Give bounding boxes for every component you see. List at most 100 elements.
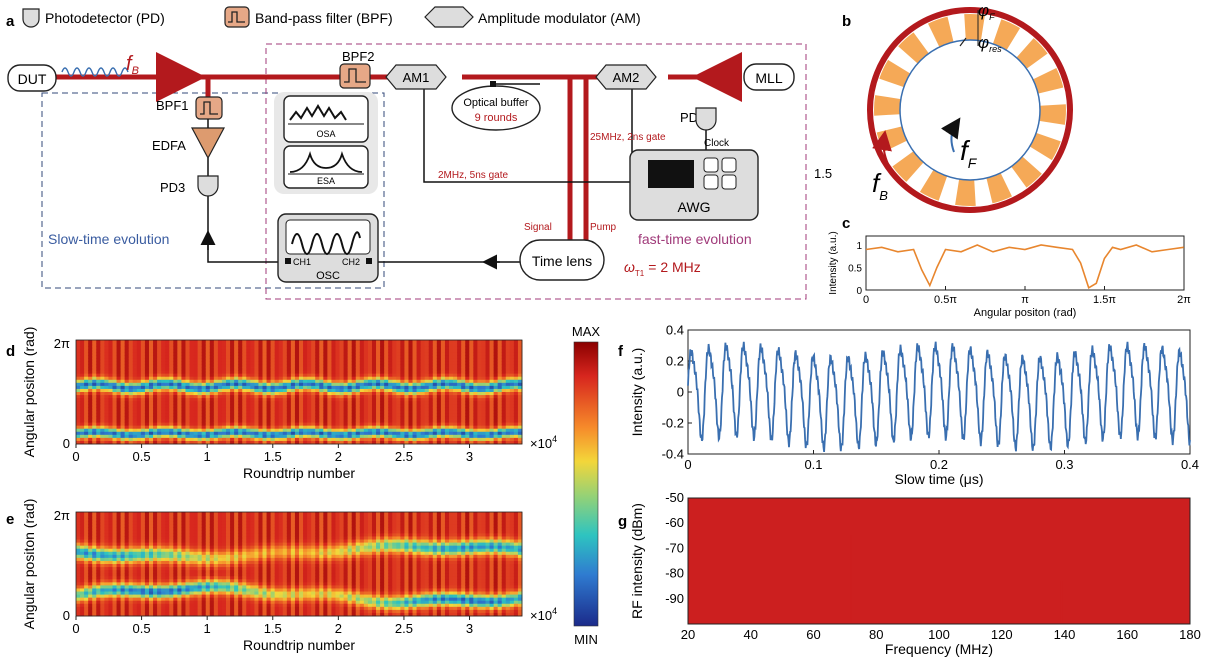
heatmap-cell [124, 612, 130, 617]
heatmap-cell [140, 570, 146, 574]
heatmap-cell [173, 609, 178, 614]
heatmap-cell [96, 422, 101, 427]
heatmap-cell [347, 361, 353, 365]
heatmap-cell [189, 548, 194, 553]
heatmap-cell [513, 410, 519, 414]
heatmap-cell [420, 428, 426, 433]
heatmap-cell [76, 419, 81, 423]
heatmap-cell [465, 373, 470, 378]
heatmap-cell [76, 422, 81, 427]
heatmap-cell [230, 355, 235, 359]
heatmap-cell [140, 594, 146, 599]
heatmap-cell [355, 419, 361, 423]
heatmap-cell [165, 564, 170, 568]
heatmap-cell [193, 536, 199, 540]
heatmap-cell [185, 352, 190, 356]
heatmap-cell [221, 407, 227, 411]
heatmap-cell [319, 343, 324, 347]
heatmap-cell [201, 582, 207, 586]
heatmap-cell [380, 407, 385, 411]
heatmap-cell [400, 388, 405, 393]
heatmap-cell [165, 401, 170, 405]
heatmap-cell [424, 404, 430, 408]
heatmap-cell [120, 428, 126, 433]
heatmap-cell [440, 437, 446, 442]
heatmap-cell [169, 349, 174, 353]
heatmap-cell [185, 542, 190, 547]
heatmap-cell [92, 567, 97, 571]
heatmap-cell [80, 570, 85, 574]
heatmap-cell [513, 401, 519, 405]
heatmap-cell [303, 440, 308, 445]
heatmap-cell [432, 434, 438, 439]
heatmap-cell [254, 382, 259, 387]
heatmap-cell [465, 382, 470, 387]
heatmap-cell [108, 530, 113, 534]
heatmap-cell [205, 382, 211, 387]
heatmap-cell [315, 340, 320, 344]
heatmap-cell [165, 518, 170, 522]
y-tick-label: 0.5 [848, 264, 862, 275]
heatmap-cell [230, 361, 235, 365]
heatmap-cell [112, 609, 117, 614]
heatmap-cell [392, 425, 397, 430]
heatmap-cell [246, 398, 251, 402]
heatmap-cell [420, 367, 426, 371]
heatmap-cell [177, 407, 182, 411]
heatmap-cell [181, 530, 186, 534]
heatmap-cell [108, 407, 113, 411]
heatmap-cell [497, 352, 503, 356]
heatmap-cell [96, 398, 101, 402]
heatmap-cell [384, 379, 389, 384]
heatmap-cell [128, 379, 134, 384]
heatmap-cell [457, 422, 462, 427]
stray-value: 1.5 [814, 166, 832, 181]
heatmap-cell [120, 512, 126, 516]
heatmap-cell [165, 373, 170, 378]
heatmap-cell [76, 545, 81, 550]
heatmap-cell [501, 343, 507, 347]
heatmap-cell [420, 376, 426, 381]
heatmap-cell [157, 557, 162, 562]
heatmap-cell [392, 431, 397, 436]
heatmap-cell [363, 404, 369, 408]
heatmap-cell [157, 515, 162, 519]
heatmap-cell [116, 398, 121, 402]
heatmap-cell [112, 401, 117, 405]
heatmap-cell [120, 527, 126, 531]
heatmap-cell [205, 597, 211, 602]
heatmap-cell [270, 382, 276, 387]
heatmap-cell [303, 340, 308, 344]
heatmap-cell [193, 434, 199, 439]
heatmap-cell [388, 382, 393, 387]
heatmap-cell [400, 410, 405, 414]
heatmap-cell [416, 361, 422, 365]
heatmap-cell [242, 367, 247, 371]
heatmap-cell [88, 370, 93, 375]
heatmap-cell [323, 388, 328, 393]
heatmap-cell [104, 355, 109, 359]
heatmap-cell [185, 428, 190, 433]
heatmap-cell [128, 518, 134, 522]
heatmap-cell [148, 422, 154, 427]
heatmap-cell [104, 551, 109, 556]
heatmap-cell [161, 392, 166, 396]
heatmap-cell [100, 548, 105, 553]
heatmap-cell [299, 437, 304, 442]
heatmap-cell [84, 588, 89, 592]
heatmap-cell [140, 536, 146, 540]
heatmap-cell [343, 410, 349, 414]
heatmap-cell [128, 512, 134, 516]
heatmap-cell [303, 431, 308, 436]
heatmap-cell [161, 434, 166, 439]
heatmap-cell [144, 570, 150, 574]
heatmap-cell [132, 349, 138, 353]
heatmap-cell [440, 385, 446, 390]
heatmap-cell [144, 612, 150, 617]
heatmap-cell [351, 431, 357, 436]
heatmap-cell [153, 521, 158, 525]
heatmap-cell [497, 395, 503, 399]
heatmap-cell [124, 579, 130, 583]
heatmap-cell [201, 600, 207, 605]
heatmap-cell [339, 373, 344, 378]
